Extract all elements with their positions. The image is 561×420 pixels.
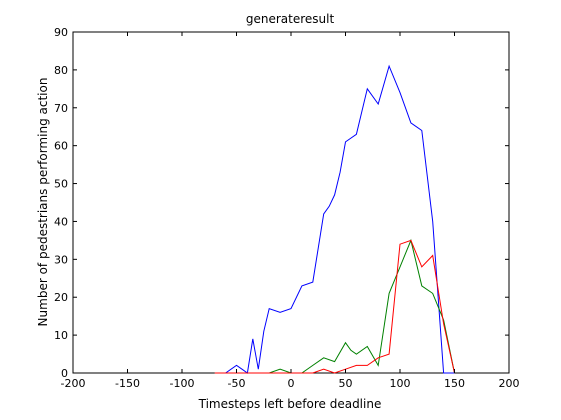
x-axis-title: Timesteps left before deadline <box>198 397 382 411</box>
chart-title: generateresult <box>246 12 335 26</box>
y-tick-label: 20 <box>54 291 68 304</box>
y-axis-title: Number of pedestrians performing action <box>36 78 50 327</box>
series-layer <box>214 64 455 374</box>
x-tick-label: 0 <box>288 377 295 390</box>
x-tick-label: -50 <box>228 377 246 390</box>
y-tick-label: 30 <box>54 253 68 266</box>
x-tick-label: 100 <box>390 377 411 390</box>
x-tick-label: 200 <box>499 377 520 390</box>
series-line-blue <box>214 64 455 374</box>
x-tick-label: 150 <box>444 377 465 390</box>
y-tick-label: 60 <box>54 140 68 153</box>
y-tick-label: 10 <box>54 329 68 342</box>
y-tick-label: 80 <box>54 64 68 77</box>
x-tick-label: -150 <box>115 377 140 390</box>
y-tick-label: 50 <box>54 178 68 191</box>
y-tick-label: 70 <box>54 102 68 115</box>
ticks-layer: -200 -150 -100 -50 0 50 100 150 200 0 10 20 30 40 50 60… <box>54 26 520 390</box>
plot-area <box>72 31 510 374</box>
x-tick-label: 50 <box>339 377 353 390</box>
series-line-red <box>214 239 455 374</box>
y-tick-label: 0 <box>61 367 68 380</box>
y-tick-label: 40 <box>54 215 68 228</box>
x-tick-label: -100 <box>170 377 195 390</box>
x-tick-label: -200 <box>61 377 86 390</box>
y-tick-label: 90 <box>54 26 68 39</box>
